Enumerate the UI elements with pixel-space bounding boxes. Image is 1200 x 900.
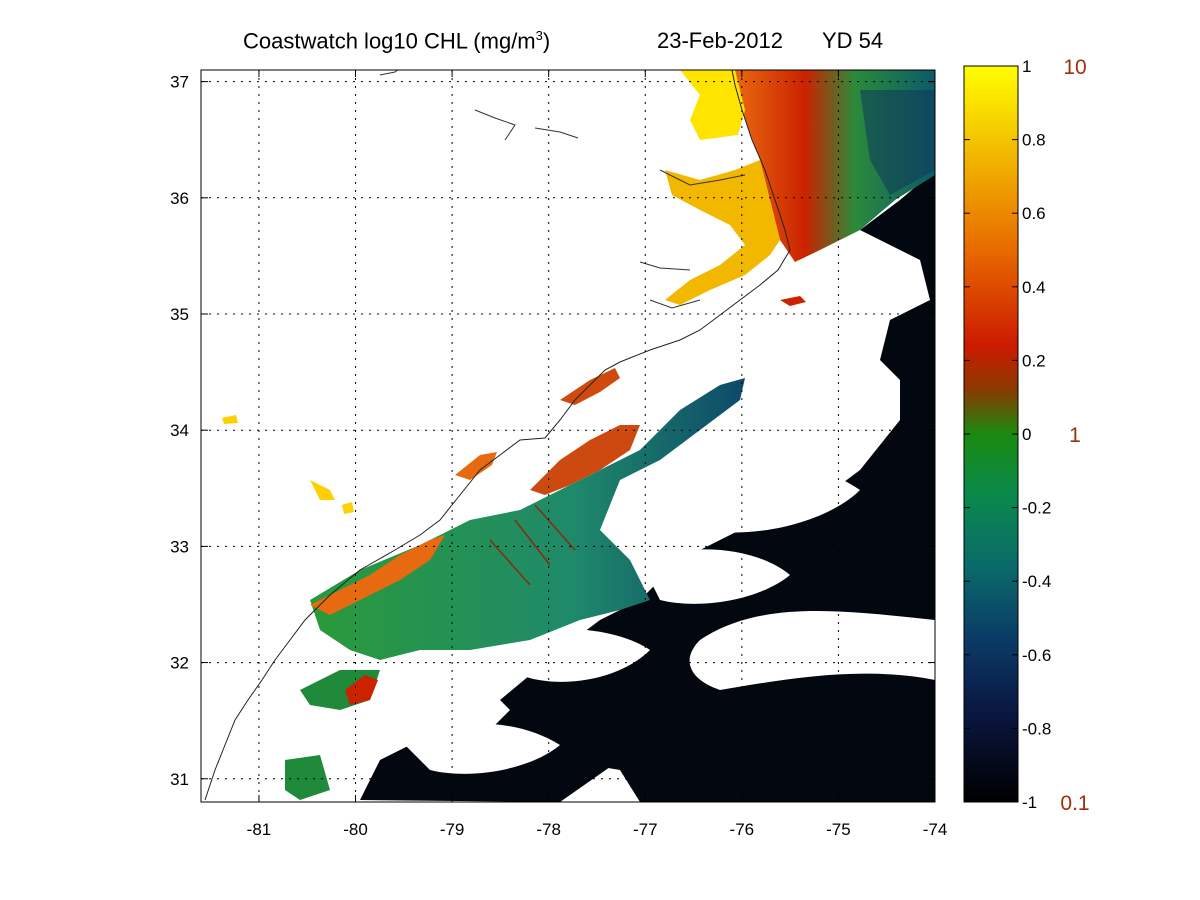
- shelf-water: [310, 378, 745, 660]
- colorbar-tick-label: 0.6: [1022, 204, 1046, 223]
- lat-tick-label: 33: [170, 537, 189, 556]
- map-title: Coastwatch log10 CHL (mg/m3) 23-Feb-2012…: [0, 0, 1200, 70]
- inner-coastline: [379, 70, 746, 309]
- onslow-bay-plume: [560, 368, 620, 405]
- coastal-band-south: [310, 535, 445, 615]
- colorbar-ticks: [964, 65, 1018, 803]
- georgia-coastal-spot: [345, 675, 378, 705]
- map-frame: [200, 69, 936, 803]
- colorbar-tick-label: -0.4: [1022, 572, 1051, 591]
- latitude-labels: 37 36 35 34 33 32 31: [170, 73, 189, 789]
- cloud-cover: [400, 259, 935, 774]
- lake-marion: [342, 502, 354, 514]
- colorbar-tick-label: -0.6: [1022, 646, 1051, 665]
- graticule: [201, 70, 936, 802]
- colorbar-tick-label: 1: [1022, 57, 1031, 76]
- colorbar-tick-label: -1: [1022, 793, 1037, 812]
- shelf-water-far-south: [285, 755, 330, 800]
- inland-lake: [222, 415, 238, 424]
- title-text: Coastwatch log10 CHL (mg/m3): [243, 28, 551, 54]
- lat-tick-label: 31: [170, 770, 189, 789]
- pamlico-sound: [665, 160, 780, 305]
- title-yearday: YD 54: [822, 28, 884, 53]
- colorbar-tick-label: 0.2: [1022, 351, 1046, 370]
- lat-tick-label: 36: [170, 189, 189, 208]
- linear-scale-label: 10: [1063, 56, 1086, 79]
- lat-tick-label: 37: [170, 73, 189, 92]
- cape-fear-plume: [530, 425, 640, 495]
- long-bay-plume: [455, 452, 497, 480]
- lat-tick-label: 35: [170, 305, 189, 324]
- hatteras-red-spot: [780, 296, 806, 306]
- lon-tick-label: -81: [247, 820, 272, 839]
- colorbar-tick-label: 0: [1022, 425, 1031, 444]
- lon-tick-label: -80: [343, 820, 368, 839]
- colorbar: [964, 66, 1018, 802]
- lon-tick-label: -78: [536, 820, 561, 839]
- colorbar-tick-label: 0.4: [1022, 278, 1046, 297]
- colorbar-labels: 1 0.8 0.6 0.4 0.2 0 -0.2 -0.4 -0.6 -0.8 -1: [1022, 57, 1051, 812]
- lon-tick-label: -76: [730, 820, 755, 839]
- albemarle-sound: [680, 70, 745, 140]
- ship-tracks: [489, 504, 576, 586]
- lat-tick-label: 34: [170, 421, 189, 440]
- dark-blue-east: [860, 90, 935, 195]
- linear-scale-label: 1: [1069, 424, 1081, 447]
- data-layer: [201, 70, 935, 802]
- lon-tick-label: -77: [633, 820, 658, 839]
- longitude-labels: -81 -80 -79 -78 -77 -76 -75 -74: [247, 820, 948, 839]
- lon-tick-label: -74: [923, 820, 948, 839]
- colorbar-tick-label: -0.2: [1022, 499, 1051, 518]
- linear-scale-labels: 10 1 0.1: [1060, 56, 1089, 815]
- nc-inner-plume: [310, 480, 335, 500]
- colorbar-tick-label: 0.8: [1022, 131, 1046, 150]
- lon-tick-label: -79: [440, 820, 465, 839]
- colorbar-tick-label: -0.8: [1022, 719, 1051, 738]
- title-date: 23-Feb-2012: [657, 28, 783, 53]
- linear-scale-label: 0.1: [1060, 792, 1089, 815]
- coastline: [204, 70, 791, 801]
- lon-tick-label: -75: [826, 820, 851, 839]
- lat-tick-label: 32: [170, 654, 189, 673]
